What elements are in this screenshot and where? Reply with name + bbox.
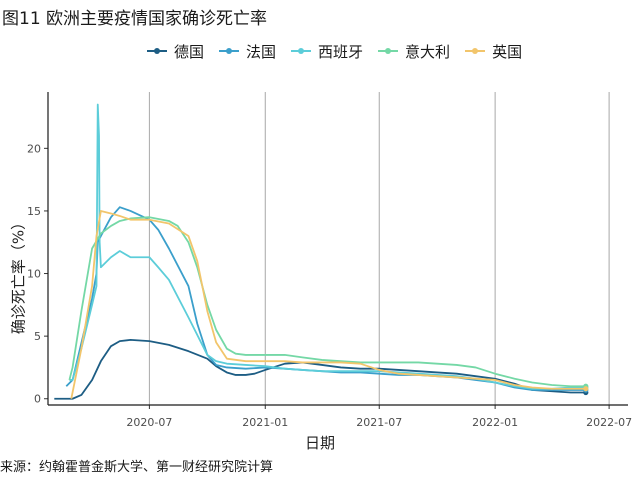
series-line-5 (70, 210, 586, 399)
series-line-3 (69, 103, 586, 390)
legend: 德国 法国 西班牙 意大利 英国 (146, 40, 536, 62)
series-line-2 (65, 206, 586, 391)
legend-swatch (219, 48, 240, 54)
x-tick-label: 2022-01 (472, 416, 518, 429)
y-tick-label: 20 (27, 142, 41, 155)
x-tick-label: 2022-07 (586, 416, 632, 429)
x-axis-label: 日期 (304, 434, 335, 452)
y-tick-label: 0 (34, 393, 41, 406)
legend-label: 意大利 (405, 42, 451, 61)
legend-label: 法国 (246, 42, 277, 61)
x-tick-label: 2021-07 (356, 416, 402, 429)
series-end-marker-5 (583, 386, 589, 392)
x-tick-label: 2021-01 (242, 416, 288, 429)
legend-swatch (291, 48, 312, 54)
chart-title: 图11 欧洲主要疫情国家确诊死亡率 (2, 9, 268, 29)
legend-item-1: 德国 (146, 41, 204, 62)
legend-label: 英国 (492, 42, 523, 61)
legend-item-5: 英国 (464, 41, 522, 62)
legend-item-3: 西班牙 (290, 41, 363, 62)
series-line-1 (54, 338, 586, 400)
legend-label: 德国 (174, 42, 205, 61)
legend-swatch (465, 48, 486, 54)
legend-label: 西班牙 (318, 42, 364, 61)
legend-swatch (147, 48, 167, 54)
series-line-4 (68, 216, 586, 388)
y-tick-label: 10 (27, 268, 41, 281)
legend-item-2: 法国 (218, 41, 276, 62)
x-tick-label: 2020-07 (126, 416, 172, 429)
source-note: 来源：约翰霍普金斯大学、第一财经研究院计算 (0, 460, 274, 475)
legend-swatch (378, 48, 399, 54)
y-tick-label: 5 (34, 330, 41, 343)
y-axis-label: 确诊死亡率（%） (9, 214, 28, 335)
legend-item-4: 意大利 (377, 41, 450, 62)
y-tick-label: 15 (27, 205, 41, 218)
